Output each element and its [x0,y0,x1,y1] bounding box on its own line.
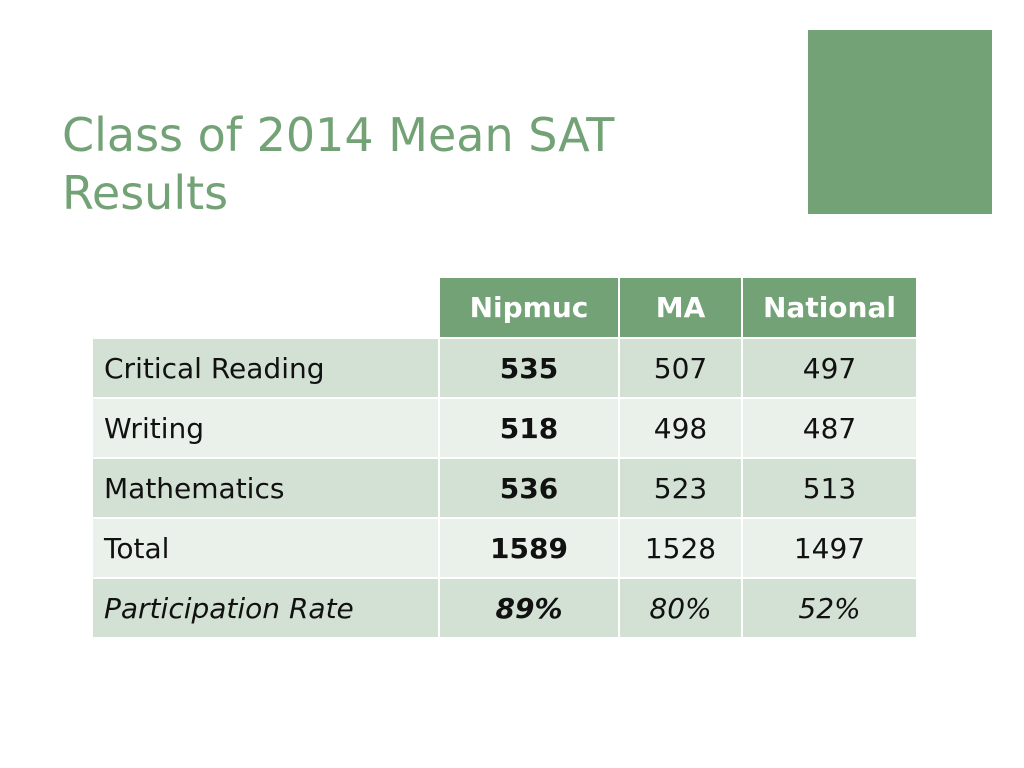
national-value: 487 [742,398,916,459]
table-header-row: Nipmuc MA National [93,278,916,339]
table-row: Writing 518 498 487 [93,398,916,459]
row-label: Mathematics [93,458,440,519]
table-row: Critical Reading 535 507 497 [93,338,916,399]
nipmuc-value: 535 [439,338,620,399]
nipmuc-value: 536 [439,458,620,519]
national-value: 497 [742,338,916,399]
row-label: Participation Rate [93,578,440,639]
ma-value: 523 [619,458,743,519]
slide-title: Class of 2014 Mean SAT Results [62,106,762,222]
header-nipmuc: Nipmuc [439,278,620,339]
header-national: National [742,278,916,339]
header-ma: MA [619,278,743,339]
table-row: Mathematics 536 523 513 [93,458,916,519]
national-value: 513 [742,458,916,519]
slide-title-line-2: Results [62,166,229,220]
ma-value: 80% [619,578,743,639]
row-label: Total [93,518,440,579]
ma-value: 1528 [619,518,743,579]
slide-title-line-1: Class of 2014 Mean SAT [62,108,615,162]
table-row: Total 1589 1528 1497 [93,518,916,579]
nipmuc-value: 89% [439,578,620,639]
nipmuc-value: 1589 [439,518,620,579]
row-label: Writing [93,398,440,459]
header-blank-cell [93,278,440,339]
sat-results-table: Nipmuc MA National Critical Reading 535 … [93,278,916,639]
accent-square [808,30,992,214]
ma-value: 507 [619,338,743,399]
ma-value: 498 [619,398,743,459]
nipmuc-value: 518 [439,398,620,459]
national-value: 1497 [742,518,916,579]
national-value: 52% [742,578,916,639]
table-row: Participation Rate 89% 80% 52% [93,578,916,639]
row-label: Critical Reading [93,338,440,399]
